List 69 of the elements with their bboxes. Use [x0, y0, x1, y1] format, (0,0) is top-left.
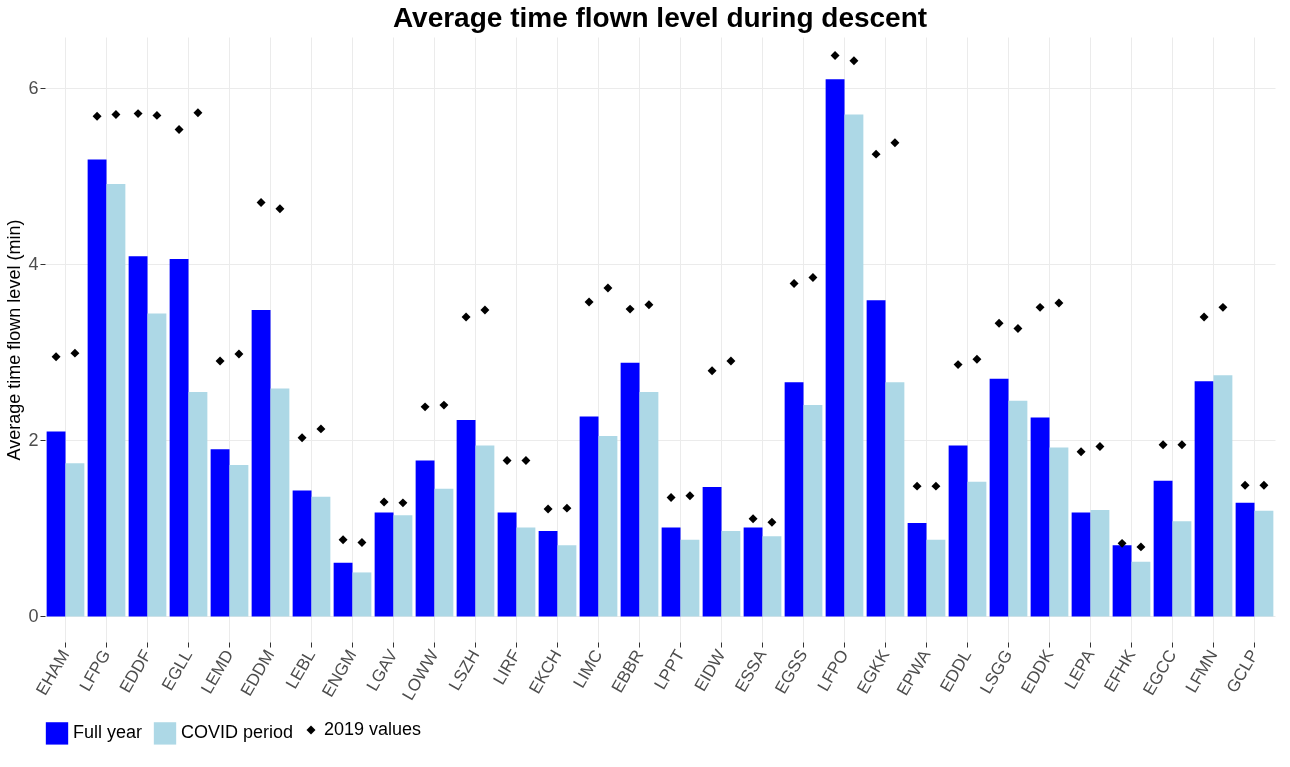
bar — [579, 416, 599, 617]
bar — [598, 435, 618, 617]
bar — [229, 464, 249, 617]
bar — [1254, 510, 1274, 617]
bar — [1071, 512, 1091, 617]
bar — [538, 531, 558, 617]
bar — [188, 391, 208, 617]
bar — [352, 572, 372, 617]
bar — [702, 487, 722, 617]
bar — [393, 515, 413, 617]
bar — [1008, 400, 1028, 617]
bar — [948, 445, 968, 617]
bar — [374, 512, 394, 617]
bar — [762, 536, 782, 617]
bar — [475, 445, 495, 617]
chart-title: Average time flown level during descent — [392, 2, 928, 33]
bar — [1235, 502, 1255, 617]
bar — [1172, 521, 1192, 617]
bar — [169, 258, 189, 617]
bar — [885, 382, 905, 617]
bar — [784, 382, 804, 617]
y-tick-label: 0 — [28, 605, 39, 626]
bar — [825, 79, 845, 617]
y-tick-label: 6 — [28, 77, 39, 98]
bar — [210, 449, 230, 617]
bar — [497, 512, 517, 617]
bar — [907, 523, 927, 617]
bar — [926, 539, 946, 617]
bar — [516, 527, 536, 617]
bar — [721, 531, 741, 617]
bar — [292, 490, 312, 617]
bar — [661, 527, 681, 617]
legend-label: 2019 values — [324, 719, 422, 739]
bar — [557, 545, 577, 617]
bar — [434, 488, 454, 617]
bar — [1030, 417, 1050, 617]
bar — [128, 256, 148, 617]
bar — [844, 114, 864, 617]
bar — [1153, 480, 1173, 617]
bar — [1131, 561, 1151, 617]
bar — [967, 481, 987, 617]
bar — [46, 431, 66, 617]
bar — [415, 460, 435, 617]
bar — [1112, 545, 1132, 617]
bar — [456, 420, 476, 617]
bar — [251, 310, 271, 617]
bar — [743, 527, 763, 617]
bar — [1090, 509, 1110, 617]
y-tick-label: 4 — [28, 253, 39, 274]
bar — [311, 496, 331, 617]
bar — [65, 463, 85, 617]
bar — [1194, 381, 1214, 617]
bar — [106, 184, 126, 617]
bar — [866, 300, 886, 617]
y-axis-title: Average time flown level (min) — [4, 219, 25, 461]
bar — [620, 362, 640, 617]
bar — [87, 159, 107, 617]
bar — [270, 388, 290, 617]
bar — [147, 313, 167, 617]
bar — [639, 391, 659, 617]
bar — [1049, 447, 1069, 617]
bar — [1213, 375, 1233, 617]
legend-label: COVID period — [181, 722, 294, 743]
bar — [680, 539, 700, 617]
legend-label: Full year — [73, 722, 143, 743]
bar — [333, 562, 353, 617]
bar — [803, 405, 823, 617]
y-tick-label: 2 — [28, 429, 39, 450]
bar — [989, 378, 1009, 617]
